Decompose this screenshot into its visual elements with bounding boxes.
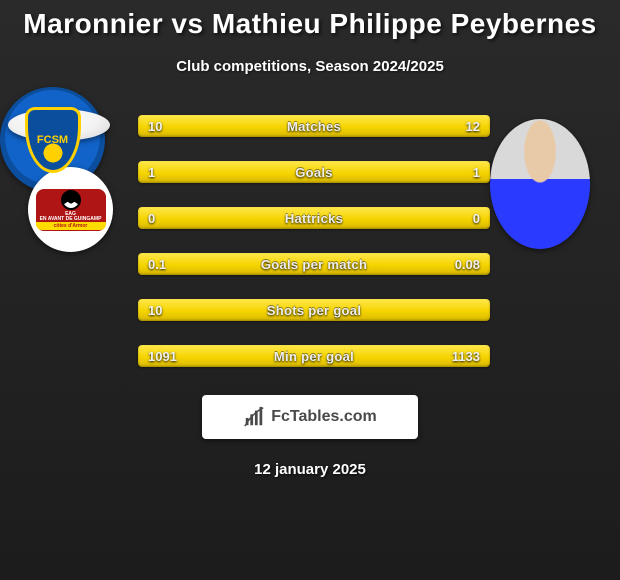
stat-label: Shots per goal [267,303,362,318]
stat-right-value: 1 [473,161,480,183]
stats-bars: 10 Matches 12 1 Goals 1 0 Hattricks 0 0.… [138,115,490,391]
player-right-avatar [490,119,590,249]
stat-row: 0.1 Goals per match 0.08 [138,253,490,275]
stat-left-value: 10 [148,115,162,137]
stat-right-value: 12 [466,115,480,137]
triskelion-icon [61,190,81,210]
stat-label: Hattricks [285,211,343,226]
page-subtitle: Club competitions, Season 2024/2025 [0,58,620,75]
stat-row: 10 Matches 12 [138,115,490,137]
player-left-club-badge: EAG EN AVANT DE GUINGAMP côtes d'Armor [28,167,113,252]
stat-label: Min per goal [274,349,354,364]
stat-label: Matches [287,119,341,134]
stat-right-value: 0.08 [455,253,480,275]
barchart-icon [243,406,265,428]
stat-left-value: 1091 [148,345,177,367]
stat-right-value: 0 [473,207,480,229]
stat-left-value: 0 [148,207,155,229]
stat-left-value: 1 [148,161,155,183]
stat-right-value: 1133 [452,345,480,367]
page-title: Maronnier vs Mathieu Philippe Peybernes [0,0,620,40]
lion-icon [42,142,64,164]
brand-text: FcTables.com [271,408,377,426]
club-left-line1: EN AVANT DE GUINGAMP [40,217,102,222]
footer-date: 12 january 2025 [0,461,620,478]
stat-label: Goals [295,165,333,180]
stat-left-value: 10 [148,299,162,321]
stat-row: 10 Shots per goal [138,299,490,321]
stat-left-value: 0.1 [148,253,166,275]
stat-label: Goals per match [261,257,367,272]
brand-box: FcTables.com [202,395,418,439]
comparison-stage: EAG EN AVANT DE GUINGAMP côtes d'Armor F… [0,87,620,517]
stat-row: 1091 Min per goal 1133 [138,345,490,367]
stat-row: 1 Goals 1 [138,161,490,183]
club-left-line2: côtes d'Armor [36,222,106,230]
stat-row: 0 Hattricks 0 [138,207,490,229]
